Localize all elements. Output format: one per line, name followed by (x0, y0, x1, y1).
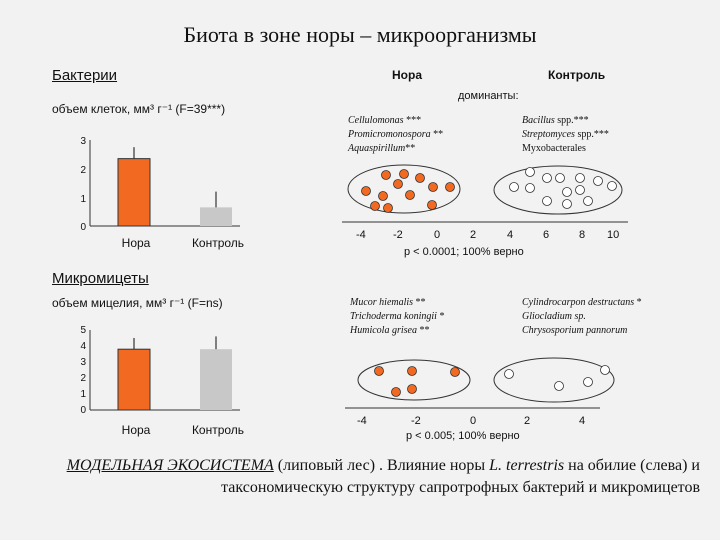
bact-burrow-point (381, 170, 391, 180)
fungi-ytick-5: 5 (80, 325, 86, 336)
bact-control-point (562, 199, 572, 209)
bact-axis-tick: 8 (579, 229, 586, 241)
fungi-axis-tick: -4 (357, 415, 367, 427)
fungi-stat: p < 0.005; 100% верно (406, 430, 520, 442)
bact-bar-control (200, 207, 232, 226)
bact-dominants-control: Bacillus spp.*** Streptomyces spp.*** My… (522, 114, 609, 156)
bact-burrow-ellipse (347, 164, 461, 214)
bact-ytick-3: 3 (80, 136, 86, 147)
dominant-item: Promicromonospora ** (348, 129, 444, 140)
bact-axis-tick: -4 (356, 229, 366, 241)
bact-burrow-point (383, 203, 393, 213)
dominant-item: Bacillus spp.*** (522, 115, 589, 126)
dominant-item: Myxobacterales (522, 143, 586, 154)
bact-ytick-0: 0 (80, 222, 86, 233)
fungi-ytick-4: 4 (80, 341, 86, 352)
bact-control-point (607, 181, 617, 191)
fungi-bar-control (200, 349, 232, 410)
bact-burrow-point (399, 169, 409, 179)
bact-burrow-point (361, 186, 371, 196)
bact-burrow-point (393, 179, 403, 189)
bact-ytick-2: 2 (80, 165, 86, 176)
fungi-ytick-3: 3 (80, 357, 86, 368)
bact-burrow-point (427, 200, 437, 210)
fungi-axis-tick: 4 (579, 415, 586, 427)
bact-axis-tick: -2 (393, 229, 403, 241)
fungi-burrow-point (407, 384, 417, 394)
dominant-item: Aquaspirillum** (348, 143, 416, 154)
bact-cat-control: Контроль (191, 236, 245, 250)
bact-control-point (509, 182, 519, 192)
dominant-item: Chrysosporium pannorum (522, 325, 628, 336)
bact-axis-tick: 4 (507, 229, 514, 241)
fungi-control-point (583, 377, 593, 387)
bact-burrow-point (445, 182, 455, 192)
header-burrow: Нора (392, 68, 422, 82)
fungi-axis-tick: 0 (470, 415, 477, 427)
bact-control-point (525, 183, 535, 193)
dominant-item: Streptomyces spp.*** (522, 129, 609, 140)
bact-control-point (593, 176, 603, 186)
dominant-item: Cylindrocarpon destructans * (522, 297, 642, 308)
fungi-subtitle: объем мицелия, мм³ г⁻¹ (F=ns) (52, 296, 223, 310)
fungi-burrow-ellipse (357, 359, 471, 401)
bact-bar-burrow (117, 158, 151, 227)
bact-burrow-point (370, 201, 380, 211)
fungi-control-point (504, 369, 514, 379)
dominant-item: Humicola grisea ** (350, 325, 430, 336)
fungi-axis-tick: 2 (524, 415, 531, 427)
bact-control-point (583, 196, 593, 206)
bact-control-point (525, 167, 535, 177)
bact-axis-tick: 0 (434, 229, 441, 241)
fungi-burrow-point (391, 387, 401, 397)
bact-control-point (562, 187, 572, 197)
fungi-burrow-point (450, 367, 460, 377)
caption: МОДЕЛЬНАЯ ЭКОСИСТЕМА (липовый лес) . Вли… (66, 457, 700, 496)
dominants-label: доминанты: (458, 90, 519, 102)
fungi-dominants-burrow: Mucor hiemalis ** Trichoderma koningii *… (350, 296, 444, 338)
fungi-control-point (600, 365, 610, 375)
bact-control-point (575, 185, 585, 195)
fungi-axis-tick: -2 (411, 415, 421, 427)
bact-control-point (555, 173, 565, 183)
bact-cat-burrow: Нора (121, 236, 151, 250)
dominant-item: Trichoderma koningii * (350, 311, 445, 322)
bact-control-point (542, 196, 552, 206)
bacteria-subtitle: объем клеток, мм³ г⁻¹ (F=39***) (52, 102, 226, 116)
fungi-ytick-2: 2 (80, 373, 86, 384)
fungi-cat-control: Контроль (191, 423, 245, 437)
bact-axis-tick: 10 (607, 229, 620, 241)
fungi-burrow-point (374, 366, 384, 376)
dominant-item: Cellulomonas *** (348, 115, 422, 126)
fungi-bar-burrow (117, 348, 151, 411)
bact-control-point (542, 173, 552, 183)
bact-burrow-point (428, 182, 438, 192)
fungi-control-point (554, 381, 564, 391)
bact-dominants-burrow: Cellulomonas *** Promicromonospora ** Aq… (348, 114, 443, 156)
bact-stat: p < 0.0001; 100% верно (404, 246, 524, 258)
bact-axis-tick: 6 (543, 229, 550, 241)
slide-title: Биота в зоне норы – микроорганизмы (183, 22, 537, 47)
bact-burrow-point (415, 173, 425, 183)
bacteria-heading: Бактерии (52, 67, 118, 84)
bact-axis-tick: 2 (470, 229, 477, 241)
fungi-cat-burrow: Нора (121, 423, 151, 437)
fungi-dominants-control: Cylindrocarpon destructans * Gliocladium… (522, 296, 642, 338)
dominant-item: Mucor hiemalis ** (350, 297, 426, 308)
fungi-ytick-0: 0 (80, 405, 86, 416)
fungi-ytick-1: 1 (80, 389, 86, 400)
bact-ytick-1: 1 (80, 194, 86, 205)
bact-control-point (575, 173, 585, 183)
bact-burrow-point (378, 191, 388, 201)
fungi-burrow-point (407, 366, 417, 376)
fungi-control-ellipse (493, 357, 615, 403)
fungi-heading: Микромицеты (52, 270, 149, 287)
bact-burrow-point (405, 190, 415, 200)
header-control: Контроль (548, 68, 606, 82)
bact-control-ellipse (493, 165, 623, 215)
dominant-item: Gliocladium sp. (522, 311, 586, 322)
